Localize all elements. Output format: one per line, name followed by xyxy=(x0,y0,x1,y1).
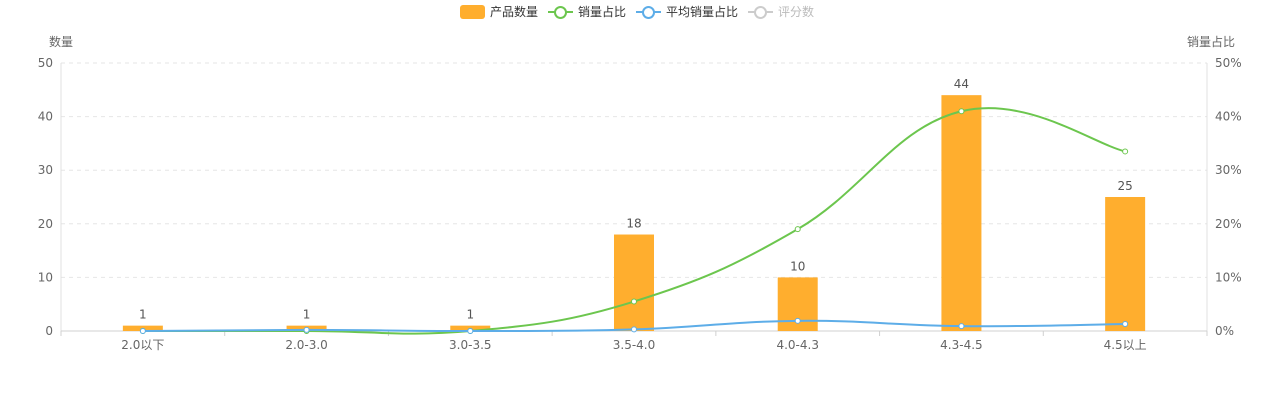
bar-data-label: 1 xyxy=(303,308,311,322)
y-tick-label: 0 xyxy=(45,324,53,338)
line-point xyxy=(794,226,801,233)
legend-label: 平均销量占比 xyxy=(666,5,739,19)
chart-legend: 产品数量 销量占比 平均销量占比 评分数 xyxy=(460,3,824,20)
line-point xyxy=(958,108,965,115)
x-tick-label: 3.0-3.5 xyxy=(449,338,492,352)
y2-tick-label: 40% xyxy=(1215,110,1242,124)
y-axis-title: 数量 xyxy=(49,34,73,49)
x-tick-label: 2.0以下 xyxy=(121,338,164,352)
y2-tick-label: 30% xyxy=(1215,163,1242,177)
line-point xyxy=(631,298,637,305)
bar xyxy=(941,95,982,331)
y-tick-label: 40 xyxy=(38,110,53,124)
bar xyxy=(614,234,654,331)
y2-tick-label: 0% xyxy=(1215,324,1234,338)
y-tick-label: 10 xyxy=(38,270,53,284)
legend-label: 评分数 xyxy=(778,5,815,19)
bar-data-label: 25 xyxy=(1118,179,1133,193)
legend-item-sales-share[interactable]: 销量占比 xyxy=(548,3,626,20)
x-tick-label: 4.3-4.5 xyxy=(940,338,983,352)
line-point xyxy=(958,323,965,330)
legend-item-avg-sales-share[interactable]: 平均销量占比 xyxy=(636,3,738,20)
y2-axis-title: 销量占比 xyxy=(1187,34,1235,49)
x-tick-label: 4.0-4.3 xyxy=(776,338,819,352)
bar-data-label: 1 xyxy=(139,308,147,322)
y2-tick-label: 10% xyxy=(1215,270,1242,284)
line-point xyxy=(794,317,801,324)
y-tick-label: 50 xyxy=(38,56,53,70)
line-point xyxy=(303,326,310,333)
y-tick-label: 30 xyxy=(38,163,53,177)
bar-data-label: 10 xyxy=(790,259,805,273)
legend-line-swatch xyxy=(748,5,774,19)
bar-data-label: 44 xyxy=(954,77,969,91)
line-point xyxy=(139,328,146,334)
x-tick-label: 2.0-3.0 xyxy=(285,338,328,352)
line-point xyxy=(631,326,637,333)
legend-item-rating-count[interactable]: 评分数 xyxy=(748,3,814,20)
legend-item-product-count[interactable]: 产品数量 xyxy=(460,3,538,20)
legend-line-swatch xyxy=(548,5,574,19)
line-point xyxy=(467,328,474,334)
y-tick-label: 20 xyxy=(38,217,53,231)
y2-tick-label: 50% xyxy=(1215,56,1242,70)
x-tick-label: 4.5以上 xyxy=(1104,338,1147,352)
bar-data-label: 1 xyxy=(466,308,474,322)
bar xyxy=(1105,197,1146,331)
bar-data-label: 18 xyxy=(626,217,641,231)
y2-tick-label: 20% xyxy=(1215,217,1242,231)
x-tick-label: 3.5-4.0 xyxy=(613,338,656,352)
legend-label: 销量占比 xyxy=(578,5,627,19)
legend-label: 产品数量 xyxy=(490,5,539,19)
legend-bar-swatch xyxy=(460,4,485,19)
line-point xyxy=(1122,321,1129,328)
line-point xyxy=(1122,148,1129,155)
legend-line-swatch xyxy=(636,5,662,19)
